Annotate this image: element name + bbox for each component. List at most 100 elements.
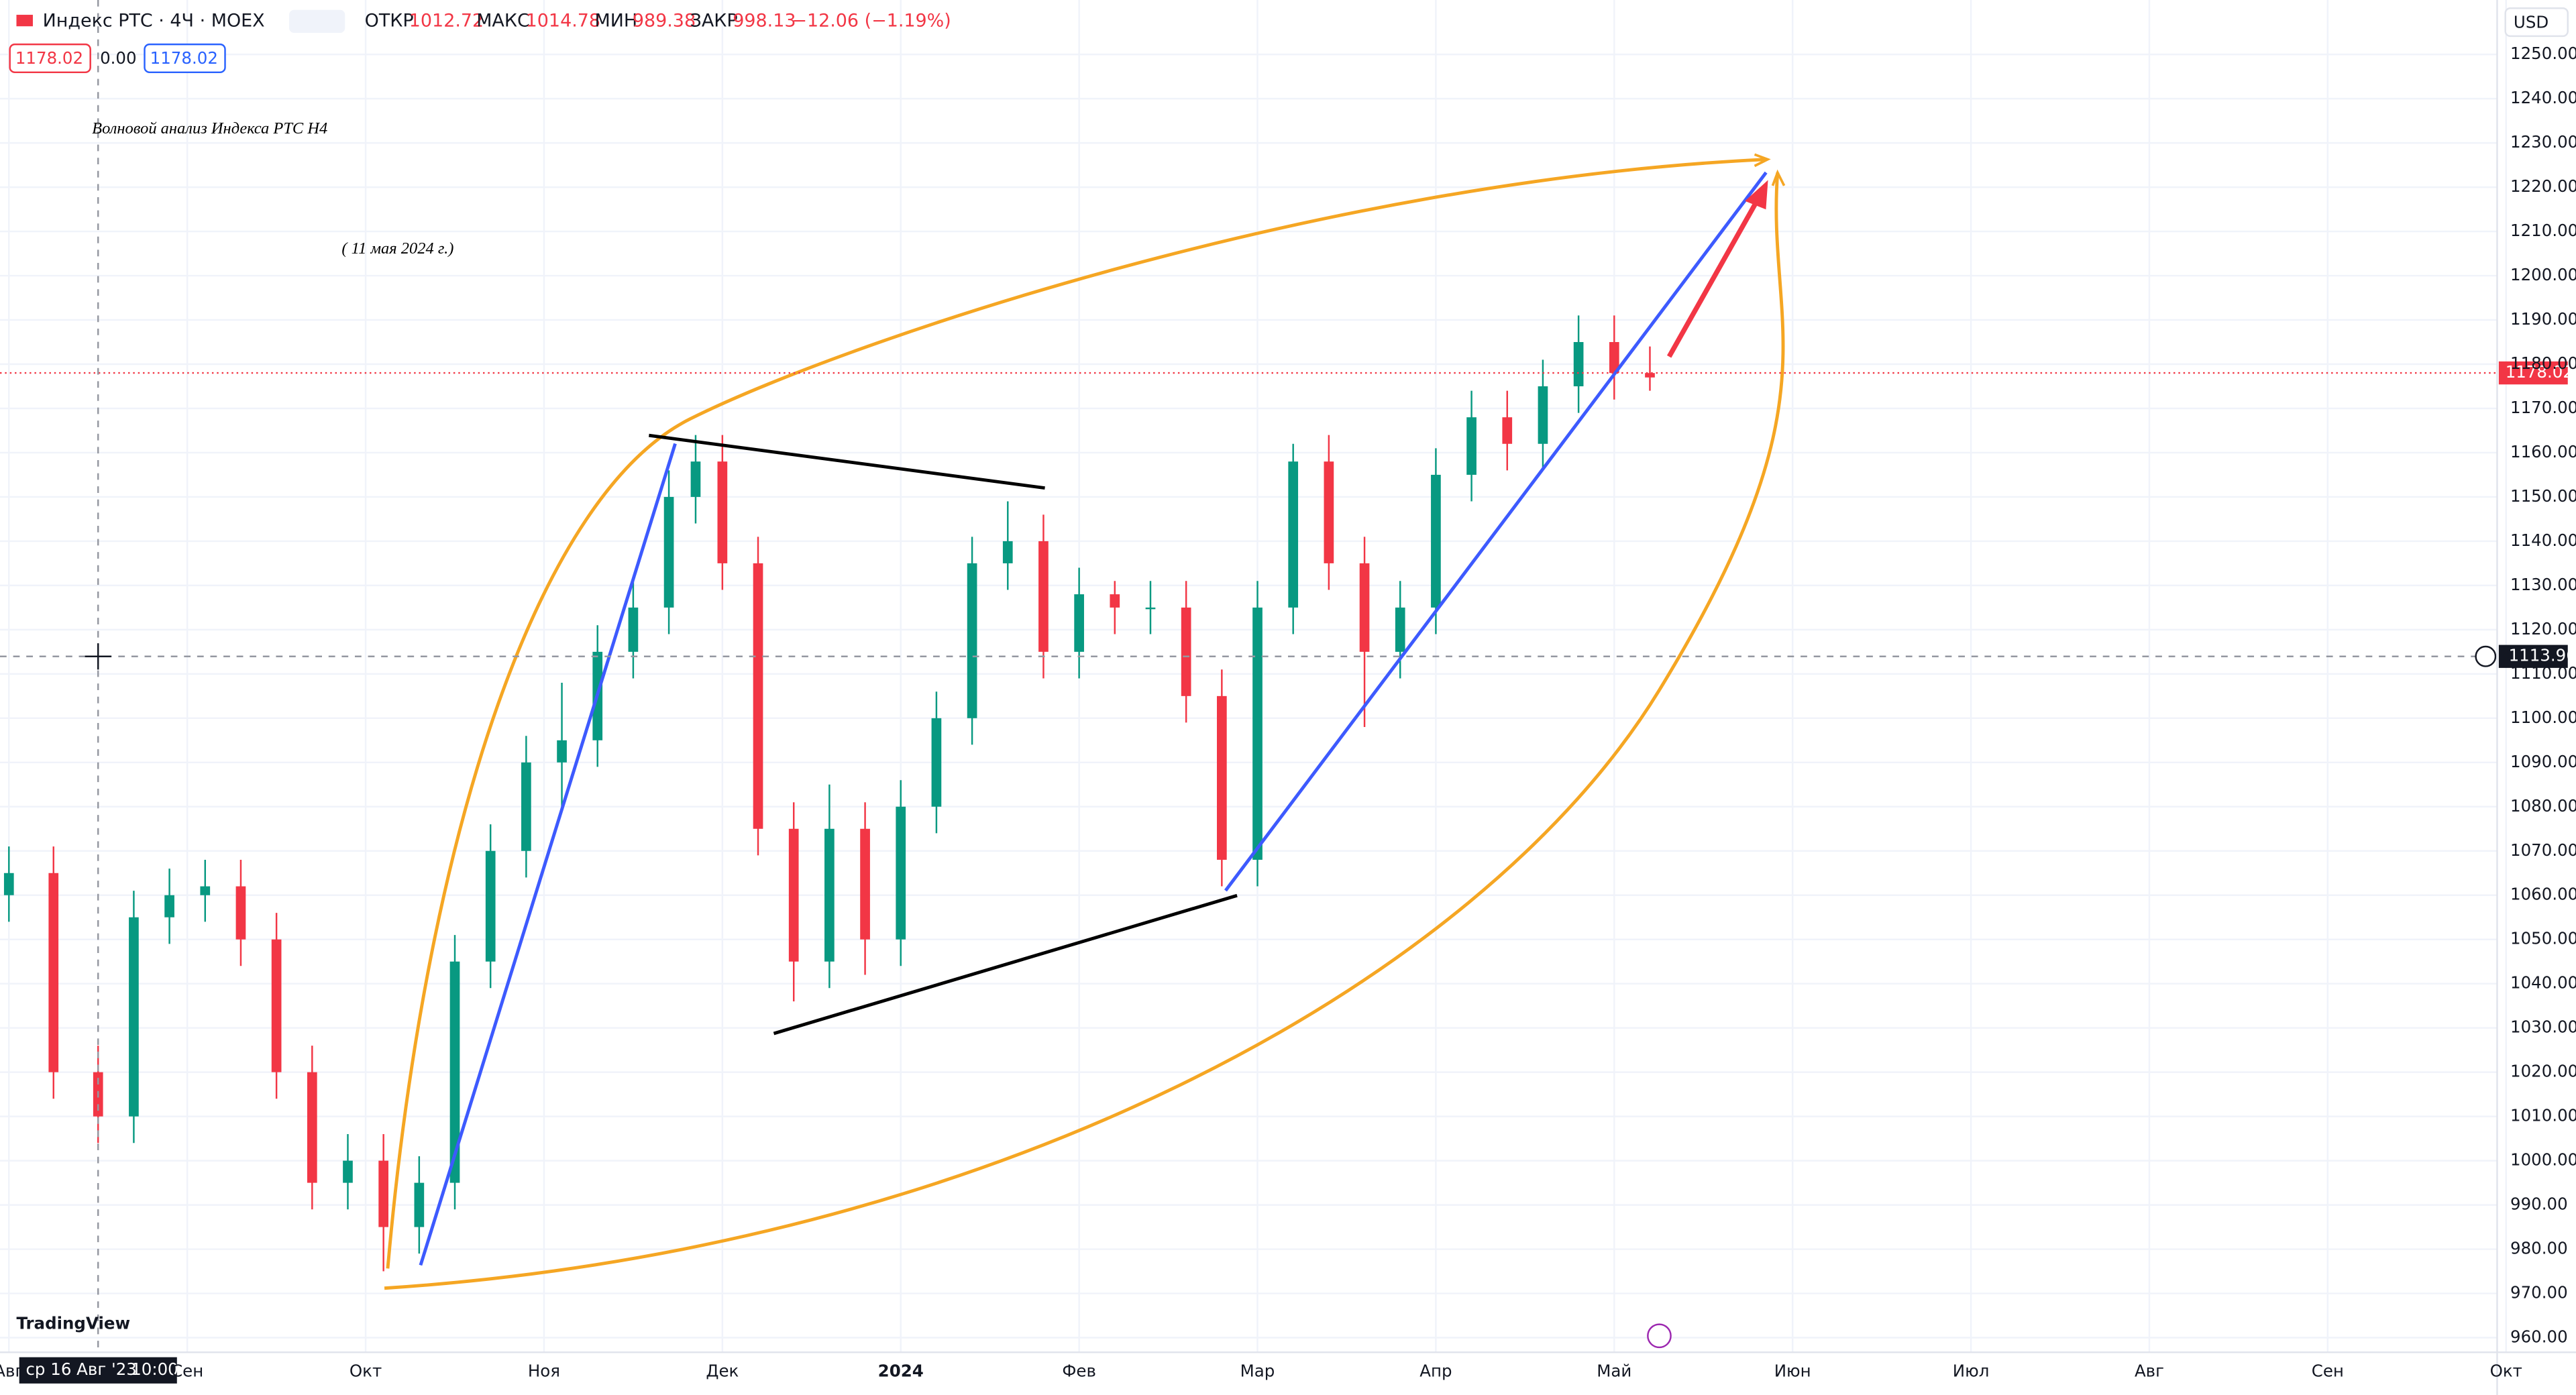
candle-body — [1181, 607, 1191, 696]
y-tick-label: 1020.00 — [2510, 1062, 2576, 1081]
candle-body — [414, 1182, 425, 1227]
event-icon[interactable] — [1647, 1323, 1672, 1349]
crosshair-date-tag — [19, 1357, 177, 1384]
y-tick-label: 1050.00 — [2510, 929, 2576, 948]
y-tick-label: 1000.00 — [2510, 1150, 2576, 1170]
trend-line — [1224, 171, 1768, 892]
candle-body — [343, 1160, 353, 1183]
sell-price[interactable]: 1178.02 — [15, 48, 83, 68]
y-tick-label: 990.00 — [2510, 1194, 2568, 1214]
candle-body — [1395, 607, 1405, 652]
candle-body — [1074, 594, 1084, 652]
candle-body — [1145, 607, 1156, 610]
buy-price[interactable]: 1178.02 — [150, 48, 218, 68]
y-tick-label: 1040.00 — [2510, 973, 2576, 993]
buy-button[interactable] — [144, 43, 226, 74]
candle-body — [1038, 541, 1049, 652]
candle-body — [1645, 373, 1655, 378]
currency[interactable]: USD — [2514, 12, 2548, 32]
candle-body — [1573, 342, 1584, 386]
candle-body — [931, 718, 942, 807]
candle-body — [129, 917, 139, 1117]
symbol: Индекс РТС · 4Ч · MOEX — [43, 10, 265, 31]
candle-body — [1538, 386, 1548, 444]
candle-body — [271, 939, 282, 1072]
arrow-head — [1745, 180, 1768, 210]
trend-line — [773, 893, 1238, 1036]
candle-body — [824, 828, 835, 962]
close-value: 998.13 — [733, 10, 796, 31]
y-tick-label: 970.00 — [2510, 1283, 2568, 1302]
y-tick-label: 1230.00 — [2510, 132, 2576, 152]
candle-body — [1002, 541, 1013, 563]
toggle[interactable] — [289, 9, 345, 33]
high-value: 1014.78 — [526, 10, 600, 31]
candle-body — [753, 563, 763, 829]
branding: TradingView — [16, 1314, 130, 1333]
y-tick-label: 1150.00 — [2510, 486, 2576, 506]
orange-curve — [384, 172, 1785, 1290]
candle-body — [1359, 563, 1370, 652]
x-tick-label: Июл — [1953, 1361, 1990, 1381]
flag-icon — [16, 15, 33, 27]
x-tick-label: Авг — [2135, 1361, 2164, 1381]
crosshair-time: 10:00 — [131, 1359, 178, 1379]
y-tick-label: 1200.00 — [2510, 265, 2576, 284]
y-tick-label: 1030.00 — [2510, 1017, 2576, 1037]
y-tick-label: 1210.00 — [2510, 221, 2576, 240]
candle-body — [1324, 461, 1334, 563]
x-tick-label: 2024 — [878, 1361, 924, 1381]
candle-body — [378, 1160, 389, 1227]
candle-body — [690, 461, 701, 497]
y-tick-label: 1070.00 — [2510, 840, 2576, 860]
x-tick-label: Апр — [1419, 1361, 1452, 1381]
change: −12.06 (−1.19%) — [792, 10, 951, 31]
candle-body — [1252, 607, 1263, 860]
candle-body — [1609, 342, 1619, 374]
y-tick-label: 1170.00 — [2510, 398, 2576, 417]
candle-body — [235, 886, 246, 940]
crosshair-cursor — [85, 643, 111, 670]
y-tick-label: 980.00 — [2510, 1239, 2568, 1258]
annotation-title: Волновой анализ Индекса РТС Н4 — [92, 119, 327, 137]
trend-line — [419, 443, 677, 1266]
candle-body — [1110, 594, 1120, 608]
axes: 960.00 970.00 980.00 990.00 1000.00 1010.00 10… — [0, 44, 2576, 1381]
grid — [0, 0, 2507, 1353]
candle-body — [1216, 695, 1227, 860]
candle-body — [200, 886, 211, 895]
x-tick-label: Фев — [1062, 1361, 1096, 1381]
sell-button[interactable] — [9, 43, 91, 74]
open-value: 1012.72 — [409, 10, 484, 31]
y-tick-label: 1240.00 — [2510, 88, 2576, 107]
last-price-label: 1178.02 — [2506, 362, 2573, 382]
annotation-date: ( 11 мая 2024 г.) — [341, 239, 453, 258]
low-label: МИН — [595, 10, 638, 31]
add-alert — [2475, 645, 2497, 667]
x-tick-label: Дек — [706, 1361, 739, 1381]
y-tick-label: 1090.00 — [2510, 752, 2576, 771]
candle-body — [164, 895, 174, 917]
crosshair-price-tag — [2498, 645, 2568, 668]
y-tick-label: 1120.00 — [2510, 619, 2576, 638]
spread: 0.00 — [100, 48, 137, 68]
x-tick-label: Ноя — [528, 1361, 560, 1381]
y-tick-label: 1060.00 — [2510, 885, 2576, 904]
candle-body — [1466, 417, 1477, 475]
y-tick-label: 1110.00 — [2510, 663, 2576, 683]
y-tick-label: 1160.00 — [2510, 442, 2576, 461]
x-tick-label: Авг — [0, 1361, 23, 1381]
close-label: ЗАКР — [690, 10, 738, 31]
candle-body — [860, 828, 870, 940]
candle-body — [717, 461, 728, 563]
open-label: ОТКР — [365, 10, 414, 31]
candle-body — [628, 607, 639, 652]
x-tick-label: Окт — [350, 1361, 382, 1381]
candle-body — [557, 740, 567, 763]
currency-select[interactable] — [2504, 7, 2569, 38]
y-tick-label: 1010.00 — [2510, 1106, 2576, 1125]
x-tick-label: Сен — [171, 1361, 203, 1381]
y-tick-label: 1250.00 — [2510, 44, 2576, 63]
